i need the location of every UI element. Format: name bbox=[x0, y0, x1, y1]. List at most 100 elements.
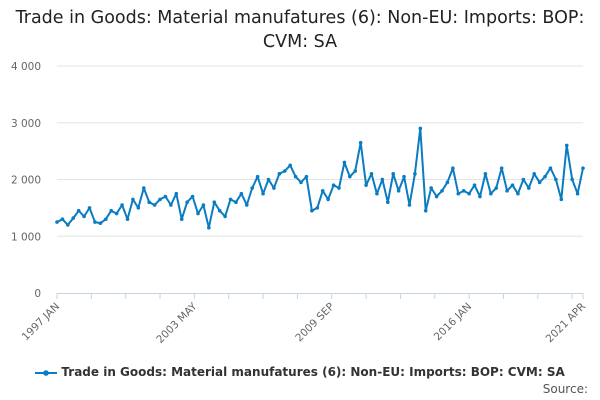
data-point bbox=[163, 194, 168, 199]
data-point bbox=[60, 217, 65, 222]
data-point bbox=[526, 186, 531, 190]
data-point bbox=[559, 197, 564, 202]
data-point bbox=[516, 191, 520, 196]
data-point bbox=[131, 197, 135, 202]
data-point bbox=[489, 191, 493, 196]
data-point bbox=[434, 194, 439, 199]
data-point bbox=[467, 191, 471, 196]
data-point bbox=[407, 203, 412, 207]
data-point bbox=[375, 191, 379, 196]
chart-title: Trade in Goods: Material manufatures (6)… bbox=[15, 8, 585, 52]
data-point bbox=[543, 174, 547, 179]
data-point bbox=[66, 223, 70, 227]
y-tick-label: 2 000 bbox=[11, 175, 41, 187]
data-point bbox=[76, 208, 81, 213]
data-point bbox=[255, 174, 260, 179]
legend-label: Trade in Goods: Material manufatures (6)… bbox=[61, 365, 565, 379]
data-point bbox=[55, 220, 59, 224]
data-point bbox=[239, 191, 244, 196]
data-point bbox=[93, 220, 97, 224]
data-point bbox=[288, 163, 292, 168]
data-point bbox=[494, 186, 499, 190]
data-point bbox=[429, 186, 433, 190]
legend-item[interactable]: Trade in Goods: Material manufatures (6)… bbox=[0, 365, 600, 379]
data-point bbox=[217, 208, 222, 213]
y-tick-label: 4 000 bbox=[11, 61, 41, 73]
data-point bbox=[304, 174, 309, 179]
data-point bbox=[158, 197, 162, 202]
data-point bbox=[575, 191, 580, 196]
data-point bbox=[120, 203, 124, 207]
data-point bbox=[423, 208, 428, 213]
x-tick-label: 1997 JAN bbox=[20, 301, 62, 343]
data-point bbox=[98, 221, 103, 225]
data-point bbox=[380, 177, 385, 182]
x-tick-label: 2009 SEP bbox=[293, 301, 337, 345]
data-point bbox=[152, 203, 157, 207]
data-point bbox=[418, 126, 423, 131]
data-point bbox=[483, 172, 488, 176]
data-point bbox=[402, 174, 406, 179]
data-point bbox=[299, 180, 303, 185]
data-point bbox=[104, 217, 108, 222]
data-point bbox=[261, 191, 265, 196]
data-point bbox=[456, 191, 461, 196]
data-point bbox=[190, 194, 195, 199]
data-point bbox=[71, 216, 76, 220]
data-point bbox=[185, 200, 189, 204]
data-point bbox=[391, 172, 396, 176]
data-point bbox=[358, 140, 363, 145]
legend-line-marker-icon bbox=[35, 369, 58, 376]
data-point bbox=[353, 169, 358, 173]
data-point bbox=[451, 166, 455, 170]
data-point bbox=[532, 172, 536, 176]
data-point bbox=[521, 177, 526, 182]
data-point bbox=[445, 180, 450, 185]
series-line bbox=[56, 127, 584, 229]
data-point bbox=[141, 186, 146, 190]
data-point bbox=[564, 143, 569, 148]
data-point bbox=[310, 208, 314, 213]
data-point bbox=[277, 172, 282, 176]
data-point bbox=[169, 203, 173, 207]
data-point bbox=[554, 177, 558, 182]
data-point bbox=[315, 206, 320, 210]
data-point bbox=[505, 189, 509, 193]
data-point bbox=[472, 183, 477, 187]
data-point bbox=[413, 172, 417, 176]
x-tick-label: 2021 APR bbox=[544, 301, 588, 345]
data-point bbox=[244, 203, 249, 207]
data-point bbox=[396, 189, 401, 193]
data-point bbox=[212, 200, 217, 204]
data-point bbox=[570, 177, 574, 182]
data-point bbox=[250, 186, 255, 190]
data-point bbox=[109, 208, 114, 213]
data-point bbox=[147, 200, 151, 204]
data-point bbox=[179, 217, 184, 222]
data-point bbox=[136, 206, 141, 210]
data-point bbox=[223, 214, 227, 219]
data-point bbox=[282, 169, 287, 173]
data-point bbox=[87, 206, 92, 210]
data-point bbox=[174, 191, 179, 196]
data-point bbox=[461, 189, 466, 193]
data-point bbox=[201, 203, 206, 207]
data-point bbox=[385, 200, 390, 204]
data-point bbox=[348, 174, 352, 179]
data-point bbox=[337, 186, 341, 190]
data-point bbox=[364, 183, 368, 187]
data-point bbox=[125, 217, 130, 222]
data-point bbox=[369, 172, 374, 176]
data-point bbox=[326, 197, 330, 202]
source-label: Source: bbox=[542, 382, 588, 396]
data-point bbox=[331, 183, 336, 187]
data-point bbox=[207, 225, 211, 230]
y-tick-label: 3 000 bbox=[11, 118, 41, 130]
data-point bbox=[82, 214, 86, 219]
data-point bbox=[581, 166, 585, 170]
y-tick-label: 1 000 bbox=[11, 231, 41, 243]
data-point bbox=[228, 197, 233, 202]
data-point bbox=[548, 166, 553, 170]
data-point bbox=[440, 189, 444, 193]
